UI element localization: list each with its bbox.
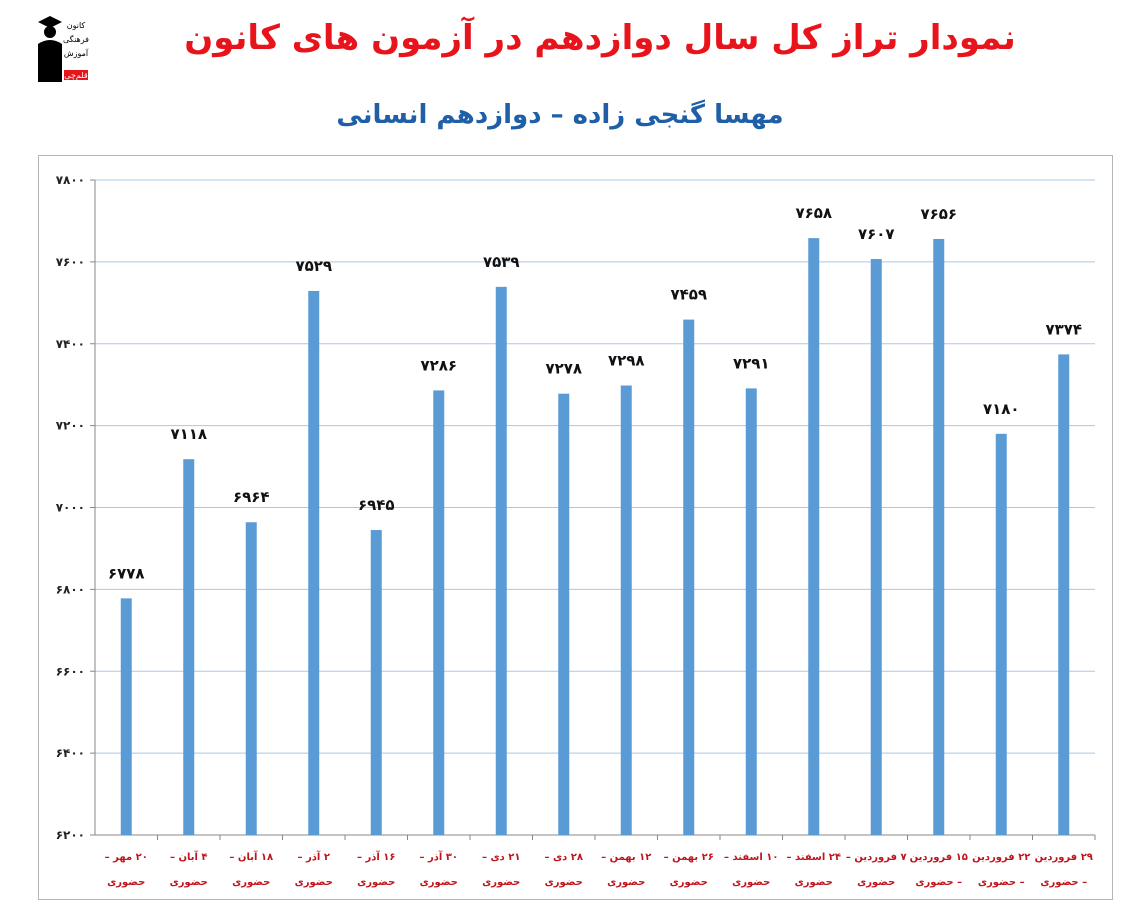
- logo-text-line: کانون: [67, 21, 86, 30]
- x-tick-label: حضوری: [170, 877, 208, 888]
- x-tick-label: حضوری: [670, 877, 708, 888]
- logo-text-line: فرهنگی: [63, 34, 89, 44]
- bar: [808, 238, 820, 836]
- x-tick-label: ۱۲ بهمن –: [601, 852, 651, 863]
- y-tick-label: ۷۲۰۰: [56, 419, 85, 433]
- data-label: ۶۹۴۵: [358, 496, 395, 514]
- y-tick-label: ۶۶۰۰: [56, 664, 85, 678]
- data-label: ۷۴۵۹: [670, 286, 707, 304]
- chart-title: نمودار تراز کل سال دوازدهم در آزمون های …: [184, 18, 1016, 58]
- x-tick-label: ۱۵ فروردین: [910, 852, 968, 863]
- x-tick-label: حضوری: [232, 877, 270, 888]
- y-tick-label: ۷۰۰۰: [56, 501, 85, 515]
- x-tick-label: ۱۶ آذر –: [357, 850, 396, 863]
- bar: [745, 388, 757, 835]
- x-tick-label: ۲۶ بهمن –: [664, 852, 714, 863]
- x-tick-label: – حضوری: [915, 877, 962, 888]
- bar: [495, 286, 507, 835]
- bar: [1058, 354, 1070, 835]
- x-tick-label: ۲ آذر –: [298, 850, 330, 863]
- y-tick-label: ۶۲۰۰: [56, 828, 85, 842]
- x-tick-label: ۲۹ فروردین: [1035, 852, 1093, 863]
- x-tick-label: ۷ فروردین –: [846, 852, 907, 863]
- data-label: ۷۶۰۷: [858, 225, 895, 243]
- chart-area: [38, 155, 1113, 900]
- x-tick-label: حضوری: [607, 877, 645, 888]
- data-label: ۷۶۵۶: [920, 205, 957, 223]
- bar: [245, 522, 257, 835]
- bar: [870, 259, 882, 835]
- y-tick-label: ۷۸۰۰: [56, 173, 85, 187]
- bar: [120, 598, 132, 835]
- data-label: ۶۷۷۸: [108, 564, 145, 582]
- x-tick-label: ۴ آبان –: [170, 850, 208, 863]
- x-tick-label: ۲۰ مهر –: [105, 852, 148, 863]
- data-label: ۷۲۹۱: [733, 354, 770, 372]
- bar: [183, 459, 195, 835]
- logo-text-line: آموزش: [64, 48, 89, 58]
- data-label: ۷۲۹۸: [608, 352, 645, 370]
- x-tick-label: حضوری: [420, 877, 458, 888]
- x-tick-label: حضوری: [295, 877, 333, 888]
- x-tick-label: ۲۱ دی –: [482, 852, 520, 863]
- chart-subtitle: مهسا گنجی زاده – دوازدهم انسانی: [336, 100, 784, 130]
- data-label: ۷۱۱۸: [170, 425, 207, 443]
- x-tick-label: ۱۸ آبان –: [229, 850, 273, 863]
- x-tick-label: حضوری: [545, 877, 583, 888]
- data-label: ۶۹۶۴: [233, 488, 270, 506]
- x-tick-label: ۲۲ فروردین: [972, 852, 1030, 863]
- x-tick-label: ۲۸ دی –: [545, 852, 583, 863]
- x-tick-label: – حضوری: [1040, 877, 1087, 888]
- bar: [933, 238, 945, 835]
- x-tick-label: حضوری: [482, 877, 520, 888]
- bar: [995, 433, 1007, 835]
- y-tick-label: ۷۴۰۰: [56, 337, 85, 351]
- data-label: ۷۲۸۶: [420, 356, 457, 374]
- logo-text-line: قلم‌چی: [64, 71, 88, 80]
- bar: [308, 290, 320, 835]
- y-tick-label: ۷۶۰۰: [56, 255, 85, 269]
- kanoon-logo: کانون فرهنگی آموزش قلم‌چی: [30, 12, 90, 84]
- bar: [370, 530, 382, 835]
- x-tick-label: حضوری: [857, 877, 895, 888]
- y-tick-label: ۶۸۰۰: [56, 582, 85, 596]
- y-tick-label: ۶۴۰۰: [56, 746, 85, 760]
- bar: [683, 319, 695, 835]
- data-label: ۷۱۸۰: [983, 400, 1020, 418]
- data-label: ۷۵۳۹: [483, 253, 520, 271]
- data-label: ۷۳۷۴: [1045, 320, 1082, 338]
- x-tick-label: ۲۴ اسفند –: [787, 852, 842, 863]
- data-label: ۷۵۲۹: [295, 257, 332, 275]
- x-tick-label: حضوری: [732, 877, 770, 888]
- data-label: ۷۶۵۸: [795, 204, 832, 222]
- x-tick-label: حضوری: [795, 877, 833, 888]
- bar: [558, 393, 570, 835]
- x-tick-label: – حضوری: [978, 877, 1025, 888]
- data-label: ۷۲۷۸: [545, 360, 582, 378]
- x-tick-label: ۱۰ اسفند –: [724, 852, 779, 863]
- bar: [433, 390, 445, 835]
- x-tick-label: حضوری: [357, 877, 395, 888]
- bar: [620, 385, 632, 835]
- x-tick-label: ۳۰ آذر –: [420, 850, 459, 863]
- x-tick-label: حضوری: [107, 877, 145, 888]
